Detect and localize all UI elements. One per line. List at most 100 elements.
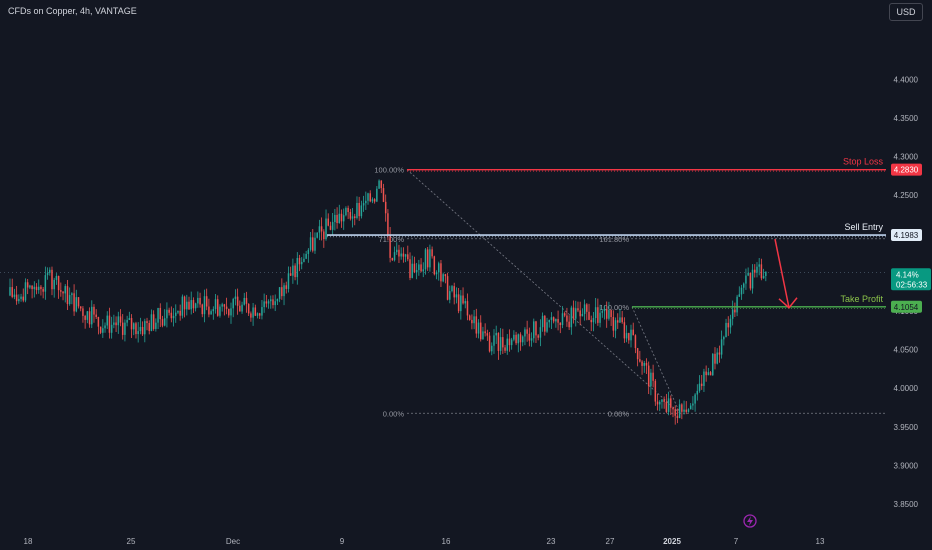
candle-body [601,311,604,313]
candle-body [11,287,13,297]
candle-body [738,294,741,297]
candle [60,282,62,297]
candle-body [205,296,208,307]
candle-body [272,299,274,306]
candle [517,333,520,353]
candle [508,329,511,352]
candle [252,303,254,326]
candle [351,207,354,228]
candle [714,347,716,370]
candle [106,311,108,329]
candle [745,268,747,290]
candle [471,314,473,330]
price-tick-label-0: 4.4000 [894,75,919,84]
candle-body [387,213,389,235]
candle [583,299,586,321]
candle [652,364,654,388]
candle [71,292,73,305]
candle [579,301,581,326]
candle [601,309,604,318]
candle-body [579,310,581,317]
candle-body [170,312,173,319]
candle-body [754,269,756,273]
time-tick-label-2: Dec [226,537,240,546]
candle-body [636,348,639,360]
candle-body [82,308,84,316]
candle-body [135,323,137,335]
candle [696,384,699,401]
candle-body [537,335,539,338]
lightning-icon[interactable] [743,514,757,528]
candle-body [314,237,316,251]
candle [152,310,155,331]
candle [689,403,692,410]
candle-body [296,258,299,278]
candle-body [340,213,343,222]
candle [590,315,592,332]
candle-body [617,320,619,323]
fib-a-trend-line [406,169,681,414]
candle-body [614,320,617,331]
candle-body [270,299,272,302]
candle [612,310,615,338]
candle-body [384,201,387,214]
fib-a-mid-label: 71.00% [379,235,405,244]
sell-entry-tag-bg [891,229,922,242]
candle-body [705,371,707,376]
candle [528,327,531,347]
candle-body [228,308,230,316]
currency-button[interactable]: USD [889,3,923,21]
candle-body [29,285,31,288]
candle [225,297,228,315]
candle-body [31,285,33,290]
candle [703,368,705,393]
candle [594,297,597,324]
candle [159,303,162,328]
time-axis[interactable]: 18 25 Dec 9 16 23 27 2025 7 13 [24,537,825,546]
candle [42,287,44,299]
candle-body [106,315,108,326]
candle [347,205,349,219]
candle-body [351,216,354,219]
candle-body [99,326,102,333]
candle [765,271,767,282]
candle [66,280,69,311]
candle [241,301,243,314]
candle [33,281,36,298]
candle [163,309,166,327]
candle [409,252,411,281]
candle [488,331,491,353]
candle [396,242,398,255]
candle [572,300,575,324]
candle [316,232,318,239]
candle-body [506,338,508,351]
candle-body [137,331,139,335]
candle [495,325,497,344]
candle [22,288,25,303]
candle [670,395,672,415]
candle [307,248,310,263]
candle-body [307,249,310,254]
candle [749,272,752,291]
candle-body [130,318,133,330]
candle-body [418,264,420,270]
candle [117,311,120,334]
candle-body [46,272,49,276]
candle-body [396,249,398,253]
candle [535,320,537,344]
fibonacci-drawings: 100.00% 71.00% 0.00% 161.80% 100.00% 0.00% [374,166,886,418]
candle [656,393,659,411]
time-tick-label-5: 23 [547,537,556,546]
time-tick-label-9: 13 [816,537,825,546]
candle-body [197,297,199,304]
candle-body [342,215,345,222]
candle-body [652,372,654,381]
candle [15,285,18,305]
candle [667,391,670,416]
candle [559,322,562,334]
candle [643,360,646,373]
candle-body [66,286,69,305]
candle-body [40,286,42,290]
